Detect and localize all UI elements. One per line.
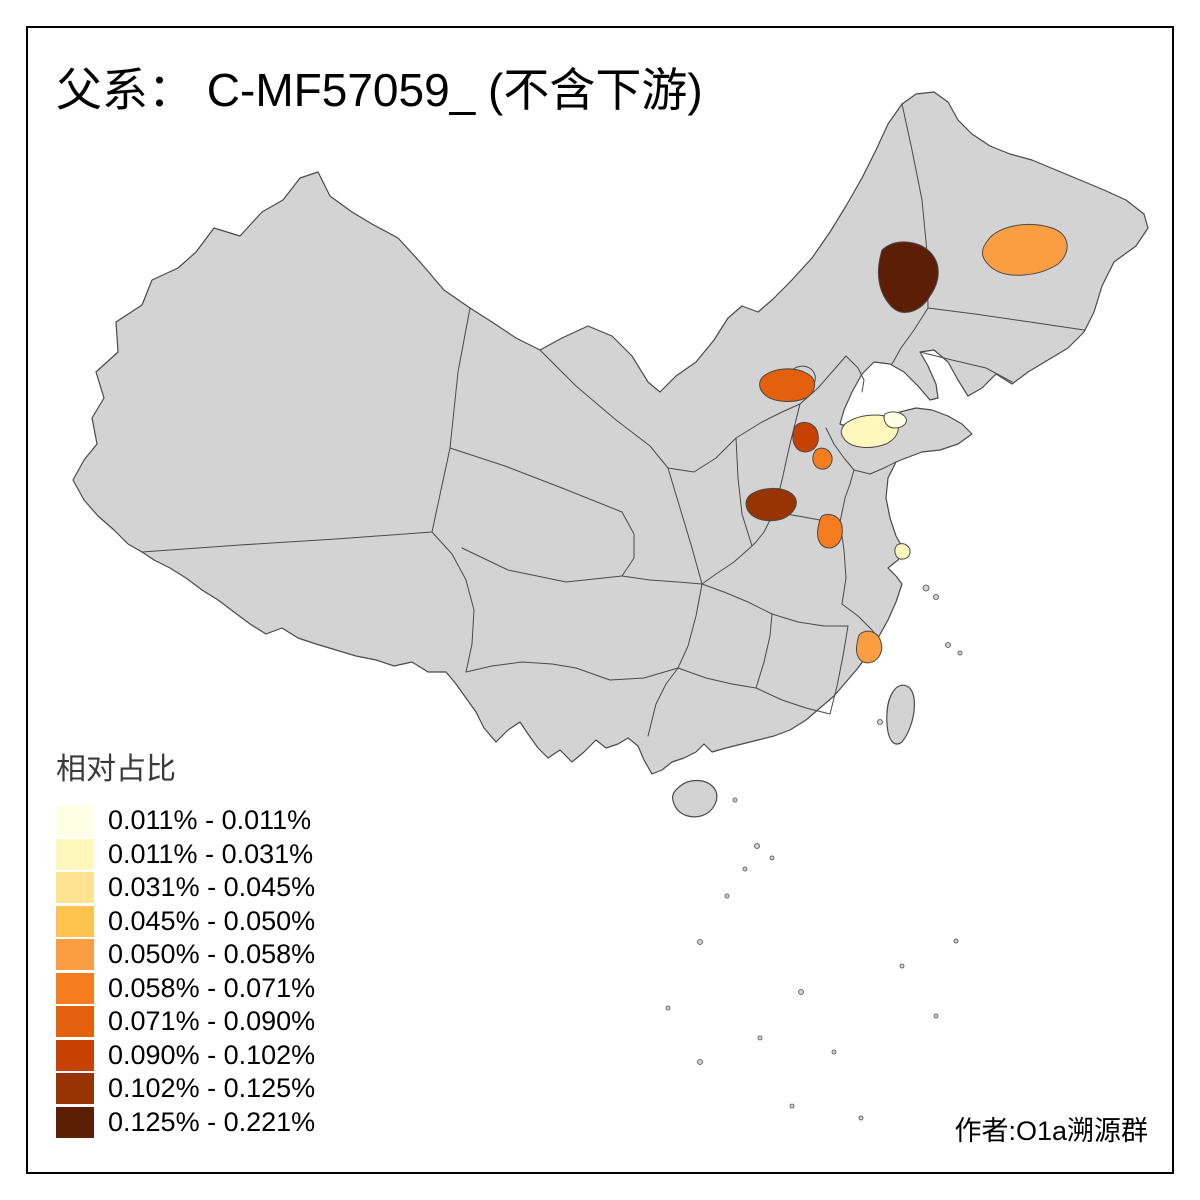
small-island	[953, 938, 959, 944]
legend-row: 0.011% - 0.011%	[56, 804, 315, 838]
legend-swatch	[56, 905, 94, 937]
legend-label: 0.045% - 0.050%	[108, 905, 316, 936]
small-island	[742, 866, 748, 872]
legend-swatch	[56, 972, 94, 1004]
plot-border	[26, 26, 1174, 1174]
legend-swatch	[56, 805, 94, 837]
legend-swatch	[56, 1006, 94, 1038]
author-credit: 作者:O1a溯源群	[954, 1116, 1148, 1146]
legend-label: 0.071% - 0.090%	[108, 1006, 316, 1037]
small-island	[877, 719, 883, 725]
small-island	[933, 594, 939, 600]
legend-row: 0.058% - 0.071%	[56, 972, 315, 1006]
legend-row: 0.050% - 0.058%	[56, 938, 315, 972]
small-island	[957, 650, 963, 656]
small-island	[899, 963, 905, 969]
map-region-central-anhui	[817, 513, 843, 549]
map-region-central-shandong	[840, 414, 899, 448]
legend-swatch	[56, 872, 94, 904]
small-island	[724, 893, 730, 899]
map-region-shanghai	[894, 543, 911, 560]
map-region-southwest-shandong	[812, 447, 833, 470]
legend-label: 0.102% - 0.125%	[108, 1073, 316, 1104]
legend-label: 0.011% - 0.031%	[108, 838, 314, 869]
small-island	[933, 1013, 939, 1019]
small-island	[798, 989, 804, 995]
legend-row: 0.102% - 0.125%	[56, 1072, 315, 1106]
small-island	[945, 642, 951, 648]
map-title: 父系： C-MF57059_ (不含下游)	[56, 64, 703, 116]
small-island	[754, 843, 760, 849]
small-island	[922, 584, 930, 592]
legend-swatch	[56, 838, 94, 870]
map-region-east-inner-mongolia	[877, 241, 939, 313]
legend-row: 0.125% - 0.221%	[56, 1106, 315, 1140]
small-island	[757, 1035, 763, 1041]
map-region-west-heilongjiang	[982, 223, 1068, 276]
legend-row: 0.011% - 0.031%	[56, 838, 315, 872]
highlighted-regions	[745, 223, 1068, 664]
legend-row: 0.090% - 0.102%	[56, 1039, 315, 1073]
map-region-east-shandong-patch	[883, 411, 907, 429]
legend-label: 0.090% - 0.102%	[108, 1039, 316, 1070]
legend-swatch	[56, 1073, 94, 1105]
map-region-south-henan	[745, 487, 797, 522]
small-island	[697, 1059, 703, 1065]
small-island	[732, 797, 738, 803]
small-island	[697, 939, 703, 945]
taiwan-island	[886, 684, 915, 745]
legend-rows: 0.011% - 0.011% 0.011% - 0.031% 0.031% - 0…	[56, 804, 315, 1139]
legend-title: 相对占比	[56, 753, 176, 786]
legend-label: 0.031% - 0.045%	[108, 872, 316, 903]
legend-row: 0.031% - 0.045%	[56, 871, 315, 905]
small-island	[769, 855, 775, 861]
hainan-island	[672, 779, 718, 818]
map-region-beijing-north-hebei	[759, 368, 815, 402]
small-island	[858, 1115, 864, 1121]
legend-label: 0.058% - 0.071%	[108, 972, 316, 1003]
legend-swatch	[56, 939, 94, 971]
south-china-sea-islands	[665, 584, 963, 1121]
map-region-south-hebei-north-henan	[792, 421, 819, 453]
legend-label: 0.050% - 0.058%	[108, 939, 316, 970]
legend-swatch	[56, 1039, 94, 1071]
legend-swatch	[56, 1106, 94, 1138]
small-island	[789, 1103, 795, 1109]
legend-label: 0.011% - 0.011%	[108, 805, 312, 836]
map-region-coastal-fujian	[856, 630, 883, 664]
small-island	[831, 1049, 837, 1055]
legend-label: 0.125% - 0.221%	[108, 1106, 316, 1137]
legend-row: 0.045% - 0.050%	[56, 905, 315, 939]
small-island	[665, 1005, 671, 1011]
legend-row: 0.071% - 0.090%	[56, 1005, 315, 1039]
legend: 相对占比 0.011% - 0.011% 0.011% - 0.031% 0.031…	[56, 744, 315, 1139]
